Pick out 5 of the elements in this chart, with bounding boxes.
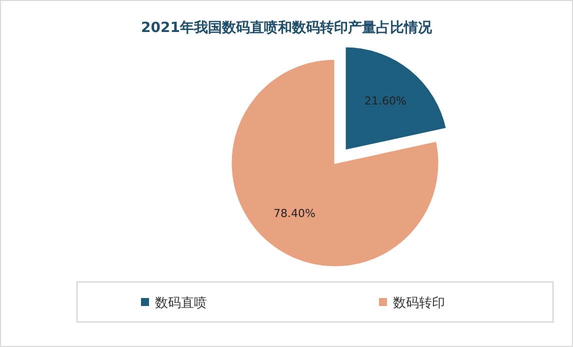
- data-label: 21.60%: [364, 94, 406, 108]
- data-label: 78.40%: [274, 207, 316, 220]
- legend-label: 数码直喷: [155, 296, 207, 311]
- chart-title: 2021年我国数码直喷和数码转印产量占比情况: [141, 19, 433, 36]
- legend-label: 数码转印: [393, 296, 445, 311]
